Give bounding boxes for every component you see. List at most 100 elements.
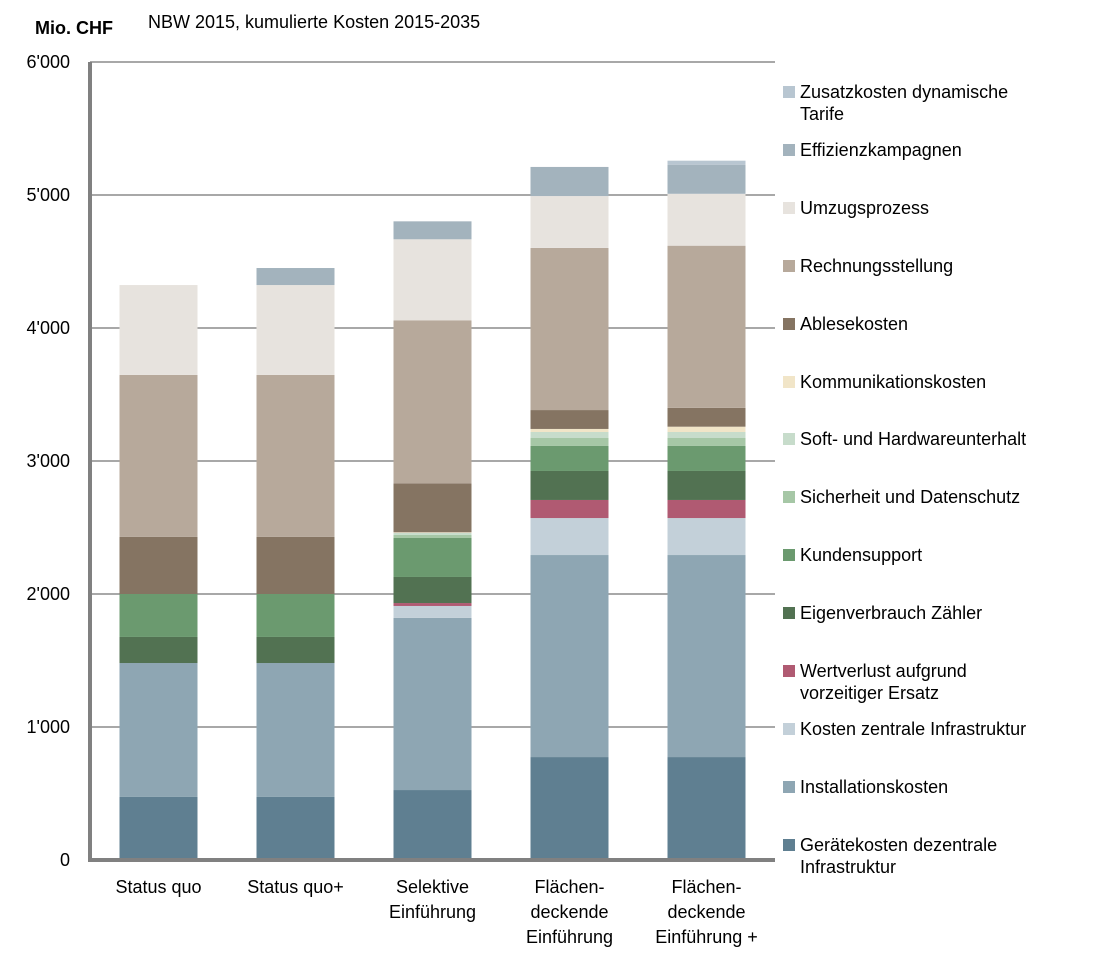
y-tick-label: 4'000 xyxy=(27,318,70,338)
x-tick-label-line: Flächen- xyxy=(534,877,604,897)
legend-item: Soft- und Hardwareunterhalt xyxy=(783,428,1026,450)
legend-label: Rechnungsstellung xyxy=(800,255,954,276)
x-tick-label: Flächen-deckende Einführung + xyxy=(655,877,758,947)
legend-label: Installationskosten xyxy=(800,776,949,797)
bar-segment xyxy=(256,636,335,664)
x-tick-label-line: Selektive xyxy=(396,877,469,897)
bar-segment xyxy=(393,532,472,533)
bar-segment xyxy=(256,536,335,594)
legend-swatch xyxy=(783,433,795,446)
bar-segment xyxy=(530,499,609,519)
legend-item: Eigenverbrauch Zähler xyxy=(783,602,982,624)
bar-segment xyxy=(530,518,609,556)
y-tick-label: 6'000 xyxy=(27,52,70,72)
bar-segment xyxy=(393,790,472,860)
legend-swatch xyxy=(783,607,795,620)
bar-segment xyxy=(667,518,746,556)
legend-item: Kommunikationskosten xyxy=(783,371,986,393)
legend-swatch xyxy=(783,259,795,272)
bar-segment xyxy=(393,617,472,791)
legend-item: Sicherheit und Datenschutz xyxy=(783,486,1020,508)
legend-label: Umzugsprozess xyxy=(800,197,930,218)
bar-segment xyxy=(530,470,609,500)
bar-segment xyxy=(530,428,609,433)
legend-label: Wertverlust aufgrund vorzeitiger Ersatz xyxy=(800,661,967,703)
legend-label: Kundensupport xyxy=(800,545,923,566)
bar-segment xyxy=(119,663,198,797)
bar-segment xyxy=(530,247,609,411)
bar-segment xyxy=(667,470,746,500)
bar-segment xyxy=(393,532,472,535)
legend-swatch xyxy=(783,722,795,735)
x-tick-label-line: Einführung xyxy=(526,927,613,947)
x-tick-label: Status quo xyxy=(115,877,201,897)
legend-swatch xyxy=(783,86,795,98)
bar-segment xyxy=(393,483,472,533)
legend-label: Eigenverbrauch Zähler xyxy=(800,603,983,624)
bar-segment xyxy=(667,432,746,438)
bar-segment xyxy=(393,221,472,240)
legend-item: Wertverlust aufgrund vorzeitiger Ersatz xyxy=(783,660,967,704)
legend-swatch xyxy=(783,665,795,677)
bar-segment xyxy=(667,499,746,519)
legend-label: Zusatzkosten dynamische Tarife xyxy=(800,82,1009,124)
bar-segment xyxy=(530,166,609,197)
bar-segment xyxy=(256,663,335,797)
bar-segment xyxy=(530,437,609,446)
legend-item: Ablesekosten xyxy=(783,313,908,335)
legend-swatch xyxy=(783,317,795,330)
x-tick-label-line: deckende xyxy=(667,902,745,922)
y-tick-label: 0 xyxy=(60,850,70,870)
bar-segment xyxy=(393,320,472,484)
bar-segment xyxy=(119,796,198,860)
x-tick-label-line: Einführung xyxy=(389,902,476,922)
bar-segment xyxy=(393,605,472,618)
legend-item: Rechnungsstellung xyxy=(783,255,953,277)
y-tick-label: 1'000 xyxy=(27,717,70,737)
x-tick-label-line: Status quo+ xyxy=(247,877,344,897)
bar-segment xyxy=(667,407,746,427)
legend-swatch xyxy=(783,143,795,156)
bar-segment xyxy=(393,576,472,604)
legend-label: Effizienzkampagnen xyxy=(800,139,962,160)
x-tick-label-line: deckende xyxy=(530,902,608,922)
bar-segment xyxy=(667,426,746,433)
bar-segment xyxy=(667,193,746,246)
legend-swatch xyxy=(783,201,795,214)
bar-segment xyxy=(393,538,472,577)
bar-segment xyxy=(119,536,198,594)
bar-segment xyxy=(530,196,609,248)
x-tick-label-line: Status quo xyxy=(115,877,201,897)
bar-segment xyxy=(393,239,472,321)
bar-segment xyxy=(119,285,198,375)
bar-segment xyxy=(256,374,335,537)
bar-segment xyxy=(530,445,609,471)
bar-segment xyxy=(530,410,609,429)
chart-title: NBW 2015, kumulierte Kosten 2015-2035 xyxy=(148,12,480,32)
legend-item: Kundensupport xyxy=(783,544,922,566)
y-axis-label: Mio. CHF xyxy=(35,18,113,38)
y-tick-label: 2'000 xyxy=(27,584,70,604)
legend-item: Kosten zentrale Infrastruktur xyxy=(783,718,1026,740)
bar-segment xyxy=(530,432,609,438)
bar-segment xyxy=(667,555,746,758)
legend-label: Ablesekosten xyxy=(800,313,909,334)
bar-segment xyxy=(256,285,335,375)
bar-segment xyxy=(119,374,198,537)
bar-segment xyxy=(667,160,746,165)
bar-segment xyxy=(530,555,609,758)
legend-item: Installationskosten xyxy=(783,776,948,798)
legend-swatch xyxy=(783,838,795,851)
legend-swatch xyxy=(783,549,795,562)
legend-item: Zusatzkosten dynamische Tarife xyxy=(783,81,1008,125)
y-tick-label: 5'000 xyxy=(27,185,70,205)
bar-segment xyxy=(393,603,472,606)
x-tick-label-line: Flächen- xyxy=(671,877,741,897)
x-tick-label: Status quo+ xyxy=(247,877,344,897)
x-tick-label-line: Einführung + xyxy=(655,927,758,947)
y-tick-label: 3'000 xyxy=(27,451,70,471)
legend-item: Umzugsprozess xyxy=(783,197,929,219)
bar-segment xyxy=(393,534,472,539)
bar-segment xyxy=(667,245,746,408)
